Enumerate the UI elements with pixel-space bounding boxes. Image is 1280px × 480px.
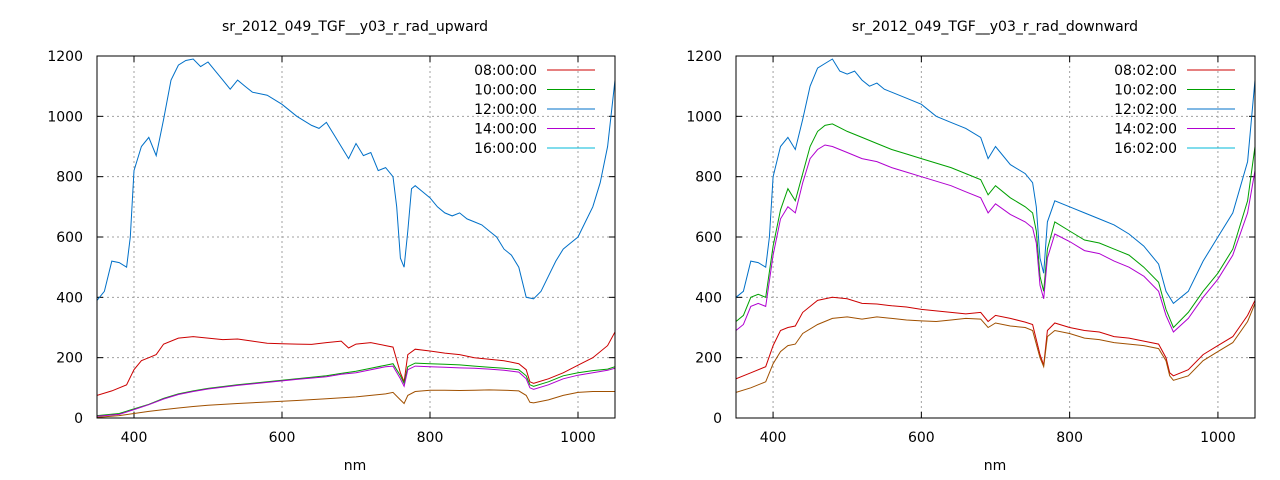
chart-title: sr_2012_049_TGF__y03_r_rad_downward [852, 19, 1138, 35]
legend-label: 16:02:00 [1114, 141, 1177, 157]
series-line-12-02-00 [736, 58, 1255, 305]
x-tick-label: 400 [760, 430, 787, 446]
legend-label: 08:02:00 [1114, 63, 1177, 79]
y-tick-label: 600 [56, 230, 83, 246]
y-tick-label: 1000 [47, 109, 83, 125]
series-line-10-02-00 [736, 123, 1255, 329]
series-line-12-00-00 [97, 58, 615, 301]
series-line-unlabeled [736, 303, 1255, 393]
x-axis-label: nm [984, 458, 1007, 474]
legend-label: 10:02:00 [1114, 83, 1177, 99]
chart-title: sr_2012_049_TGF__y03_r_rad_upward [222, 19, 488, 35]
chart-upward: sr_2012_049_TGF__y03_r_rad_upward nm 0 20… [47, 19, 616, 474]
chart-downward: sr_2012_049_TGF__y03_r_rad_downward nm 0… [686, 19, 1256, 474]
y-tick-label: 1000 [686, 109, 722, 125]
x-axis-label: nm [344, 458, 367, 474]
legend-label: 16:00:00 [474, 141, 537, 157]
x-tick-label: 600 [269, 430, 296, 446]
series-line-unlabeled [97, 389, 615, 418]
legend-label: 08:00:00 [474, 63, 537, 79]
x-tick-label: 800 [417, 430, 444, 446]
y-tick-label: 1200 [47, 49, 83, 65]
y-tick-label: 400 [56, 290, 83, 306]
legend-label: 14:02:00 [1114, 122, 1177, 138]
series-line-10-00-00 [97, 362, 615, 417]
series-line-08-00-00 [97, 331, 615, 396]
x-tick-label: 600 [908, 430, 935, 446]
legend-label: 10:00:00 [474, 83, 537, 99]
series-line-14-00-00 [97, 365, 615, 417]
y-tick-label: 800 [56, 170, 83, 186]
legend-label: 12:00:00 [474, 102, 537, 118]
y-tick-label: 0 [74, 411, 83, 427]
plot-frame [735, 55, 1256, 419]
y-tick-label: 400 [695, 290, 722, 306]
x-tick-label: 1000 [560, 430, 596, 446]
y-tick-label: 0 [713, 411, 722, 427]
plot-frame [96, 55, 616, 419]
y-tick-label: 200 [695, 351, 722, 367]
y-tick-label: 1200 [686, 49, 722, 65]
series-line-14-02-00 [736, 144, 1255, 333]
y-tick-label: 600 [695, 230, 722, 246]
legend-label: 14:00:00 [474, 122, 537, 138]
y-tick-label: 200 [56, 351, 83, 367]
x-tick-label: 400 [121, 430, 148, 446]
x-tick-label: 800 [1056, 430, 1083, 446]
x-tick-label: 1000 [1200, 430, 1236, 446]
legend-label: 12:02:00 [1114, 102, 1177, 118]
y-tick-label: 800 [695, 170, 722, 186]
series-line-08-02-00 [736, 296, 1255, 380]
